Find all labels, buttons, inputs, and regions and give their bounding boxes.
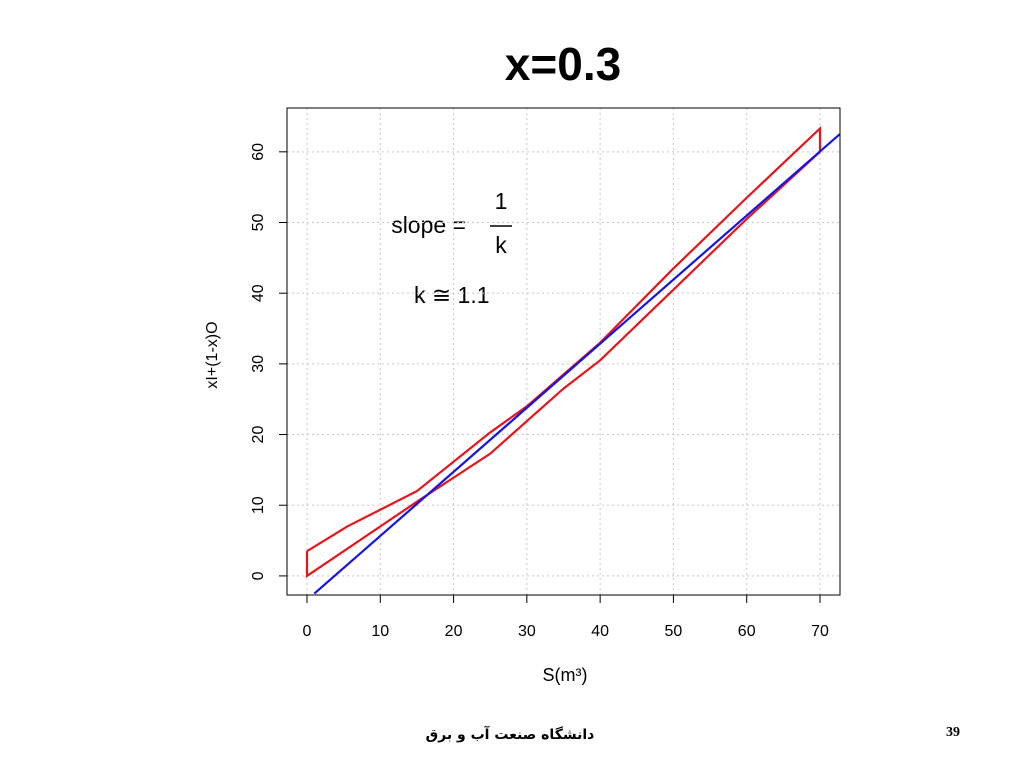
x-tick-label: 70 <box>811 623 829 640</box>
y-axis-label: xI+(1-x)O <box>204 321 221 388</box>
y-tick-label: 50 <box>250 214 267 232</box>
plot-frame <box>286 107 841 596</box>
annotation-slope: slope = <box>391 212 466 238</box>
data-line <box>313 133 840 595</box>
y-tick-label: 40 <box>250 284 267 302</box>
y-tick-label: 30 <box>250 355 267 373</box>
annotation-k: k ≅ 1.1 <box>414 282 490 308</box>
y-tick-label: 0 <box>250 571 267 580</box>
x-tick-label: 30 <box>518 623 536 640</box>
y-tick-label: 60 <box>250 143 267 161</box>
data-line <box>305 125 822 578</box>
annotation-numerator: 1 <box>495 188 508 214</box>
y-tick-label: 10 <box>250 496 267 514</box>
x-tick-label: 50 <box>665 623 683 640</box>
x-tick-label: 0 <box>303 623 312 640</box>
page-number: 39 <box>946 725 960 740</box>
x-axis-label: S(m³) <box>543 665 588 685</box>
footer-text: دانشگاه صنعت آب و برق <box>426 725 595 743</box>
x-tick-label: 60 <box>738 623 756 640</box>
x-tick-label: 20 <box>445 623 463 640</box>
x-tick-label: 10 <box>371 623 389 640</box>
chart-title: x=0.3 <box>505 38 621 90</box>
y-tick-label: 20 <box>250 426 267 444</box>
annotation-denominator: k <box>495 232 507 258</box>
x-tick-label: 40 <box>591 623 609 640</box>
